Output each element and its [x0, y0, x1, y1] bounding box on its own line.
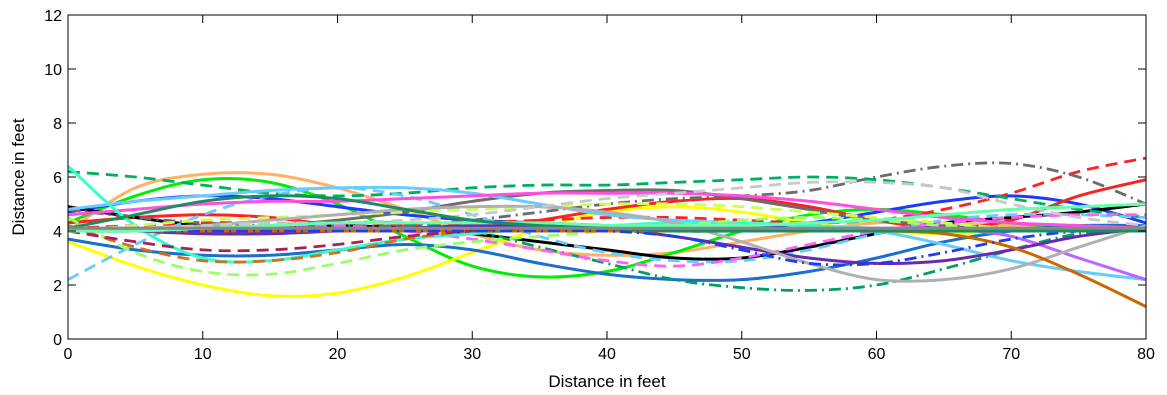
- series-line-19: [67, 202, 1147, 233]
- x-axis-title: Distance in feet: [548, 372, 665, 391]
- y-tick-label: 2: [53, 278, 62, 295]
- series-line-15: [67, 191, 1147, 230]
- series-line-8: [67, 223, 1147, 282]
- x-tick-label: 30: [463, 346, 481, 363]
- series-layer: [67, 156, 1147, 308]
- x-tick-label: 80: [1137, 346, 1155, 363]
- ticks-layer: 0 10 20 30 40 50 60 70 80 0 2 4 6 8 10 12: [44, 8, 1155, 363]
- series-line-13: [67, 185, 1147, 282]
- series-line-2: [67, 176, 1147, 279]
- series-line-27: [68, 226, 1147, 267]
- y-axis-title: Distance in feet: [9, 118, 28, 235]
- x-tick-label: 20: [329, 346, 347, 363]
- series-line-12: [67, 220, 1147, 292]
- x-tick-label: 10: [194, 346, 212, 363]
- y-tick-label: 6: [53, 170, 62, 187]
- y-tick-label: 0: [53, 332, 62, 349]
- y-tick-label: 12: [44, 8, 62, 25]
- y-tick-label: 8: [53, 116, 62, 133]
- series-line-24: [68, 229, 1147, 308]
- series-line-23: [67, 180, 1147, 233]
- series-line-28: [67, 202, 1147, 233]
- x-tick-label: 70: [1002, 346, 1020, 363]
- y-tick-label: 10: [44, 62, 62, 79]
- y-tick-label: 4: [53, 224, 62, 241]
- series-line-22: [67, 204, 1147, 283]
- x-tick-label: 60: [868, 346, 886, 363]
- x-tick-label: 50: [733, 346, 751, 363]
- x-tick-label: 40: [598, 346, 616, 363]
- x-tick-label: 0: [64, 346, 73, 363]
